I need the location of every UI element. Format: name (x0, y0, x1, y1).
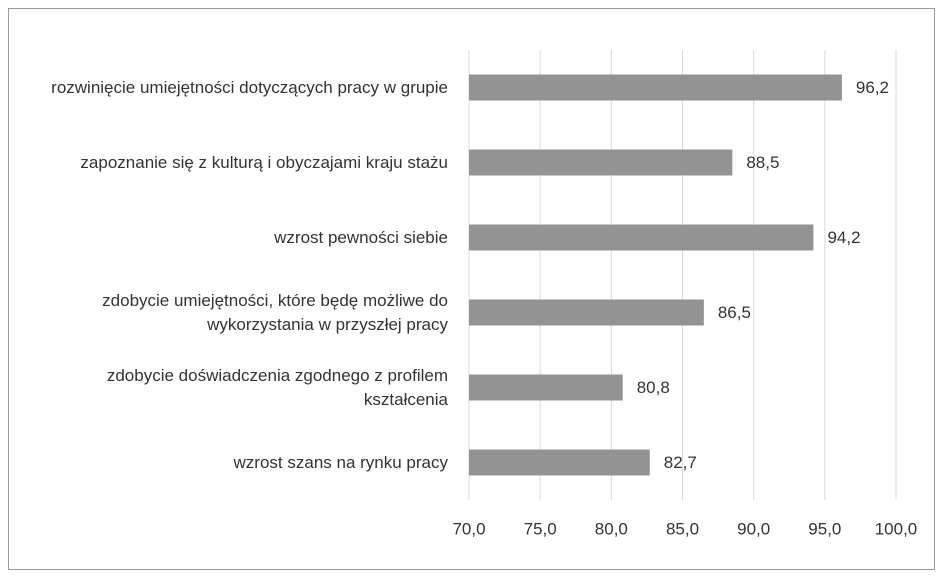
value-label: 80,8 (637, 378, 670, 397)
value-label: 86,5 (718, 303, 751, 322)
frame-border (8, 8, 935, 570)
value-label: 94,2 (827, 228, 860, 247)
value-label: 82,7 (664, 453, 697, 472)
x-tick-label: 90,0 (737, 519, 770, 538)
x-tick-label: 100,0 (875, 519, 918, 538)
category-label: wzrost pewności siebie (274, 227, 448, 247)
value-label: 96,2 (856, 78, 889, 97)
bar (469, 224, 814, 251)
x-tick-label: 85,0 (666, 519, 699, 538)
value-label: 88,5 (746, 153, 779, 172)
x-tick-label: 80,0 (595, 519, 628, 538)
bar (469, 74, 842, 101)
x-tick-label: 95,0 (808, 519, 841, 538)
bar (469, 449, 650, 476)
category-label: zdobycie doświadczenia zgodnego z profil… (106, 365, 448, 409)
category-label: zapoznanie się z kulturą i obyczajami kr… (80, 152, 448, 172)
bar (469, 149, 733, 176)
bar (469, 299, 704, 326)
category-label: rozwinięcie umiejętności dotyczących pra… (51, 77, 448, 97)
x-tick-label: 70,0 (452, 519, 485, 538)
category-label: zdobycie umiejętności, które będę możliw… (102, 290, 448, 334)
bar (469, 374, 623, 401)
category-label: wzrost szans na rynku pracy (233, 452, 448, 472)
x-tick-label: 75,0 (524, 519, 557, 538)
